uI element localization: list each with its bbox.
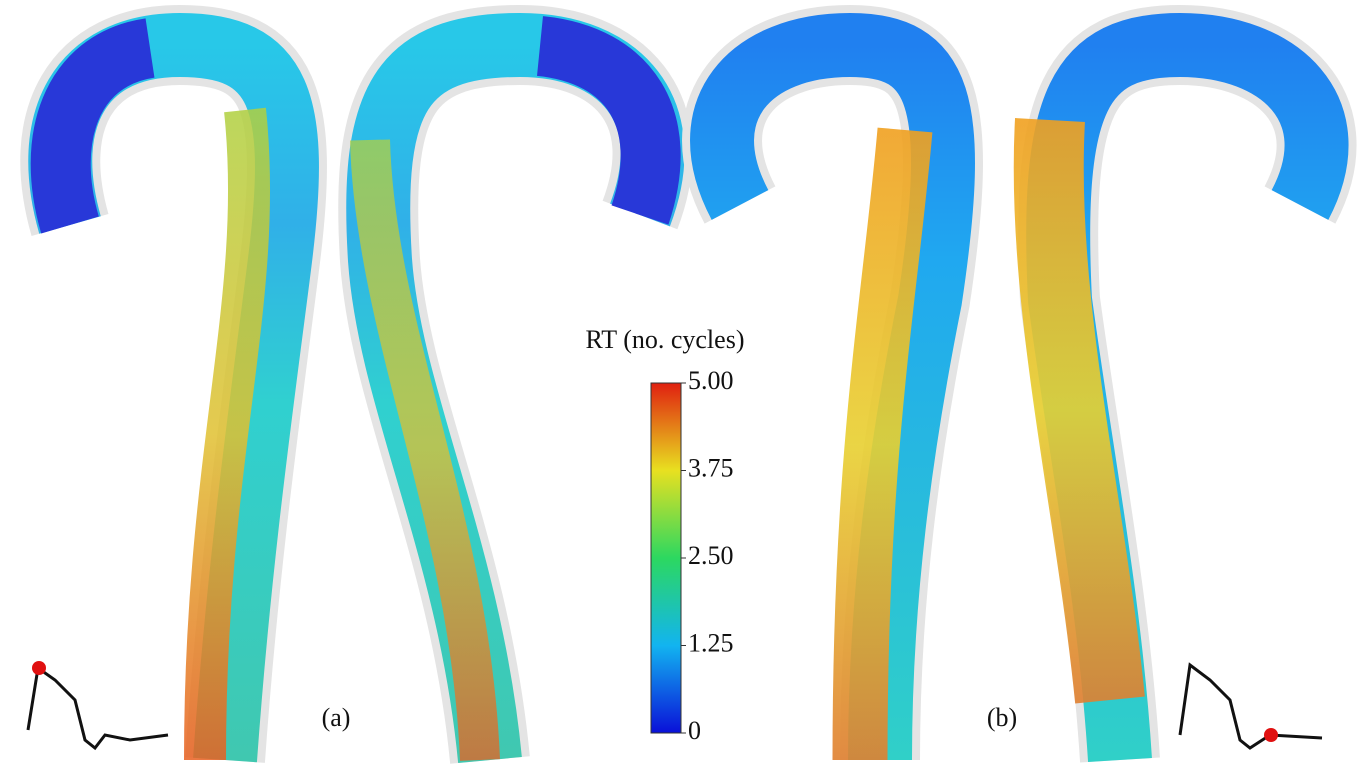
aorta-views (20, 4, 1357, 764)
phase-marker (1264, 728, 1278, 742)
colorbar-tick-label: 5.00 (688, 366, 734, 395)
phase-marker (32, 661, 46, 675)
panel-label: (b) (987, 703, 1017, 732)
colorbar-tick-label: 1.25 (688, 628, 734, 657)
colorbar-title: RT (no. cycles) (586, 325, 745, 354)
colorbar-tick-label: 2.50 (688, 541, 734, 570)
panel-label: (a) (322, 703, 351, 732)
colorbar (650, 382, 682, 734)
colorbar-tick-label: 3.75 (688, 453, 734, 482)
colorbar-tick-label: 0 (688, 716, 701, 745)
